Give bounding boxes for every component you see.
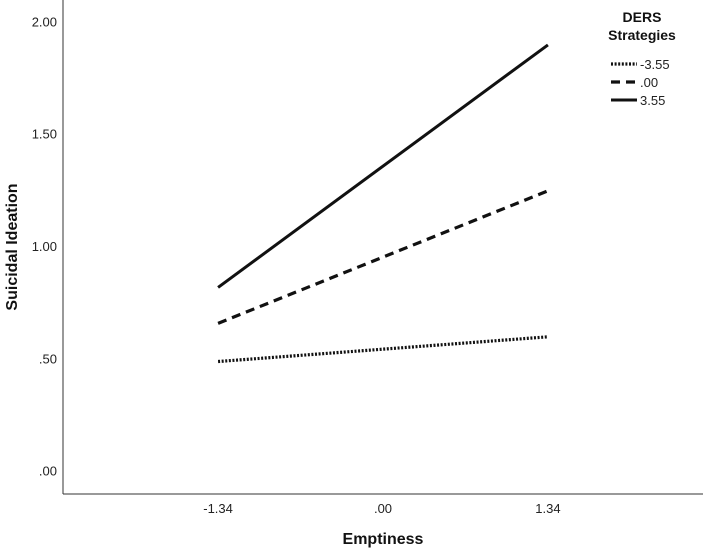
legend-label: 3.55 — [640, 93, 665, 108]
series-line — [217, 335, 549, 364]
legend-label: .00 — [640, 75, 658, 90]
legend-entries: -3.55 .00 3.55 — [611, 57, 670, 108]
legend-label: -3.55 — [640, 57, 670, 72]
x-axis-title: Emptiness — [343, 531, 424, 548]
y-axis-title: Suicidal Ideation — [4, 183, 21, 310]
y-tick-label: 1.50 — [32, 127, 57, 142]
y-tick-label: .50 — [39, 351, 57, 366]
series-lines — [217, 43, 549, 364]
y-ticks: .00 .50 1.00 1.50 2.00 — [32, 14, 57, 478]
series-line — [217, 43, 549, 289]
x-tick-label: .00 — [374, 501, 392, 516]
x-ticks: -1.34 .00 1.34 — [203, 501, 560, 516]
x-tick-label: 1.34 — [535, 501, 560, 516]
series-line — [217, 189, 549, 325]
legend-title-line2: Strategies — [608, 27, 676, 43]
axes — [62, 0, 703, 495]
y-tick-label: .00 — [39, 464, 57, 479]
x-tick-label: -1.34 — [203, 501, 233, 516]
legend-title-line1: DERS — [623, 9, 662, 25]
y-tick-label: 2.00 — [32, 14, 57, 29]
y-tick-label: 1.00 — [32, 239, 57, 254]
legend: DERS Strategies -3.55 .00 3.55 — [608, 9, 676, 108]
